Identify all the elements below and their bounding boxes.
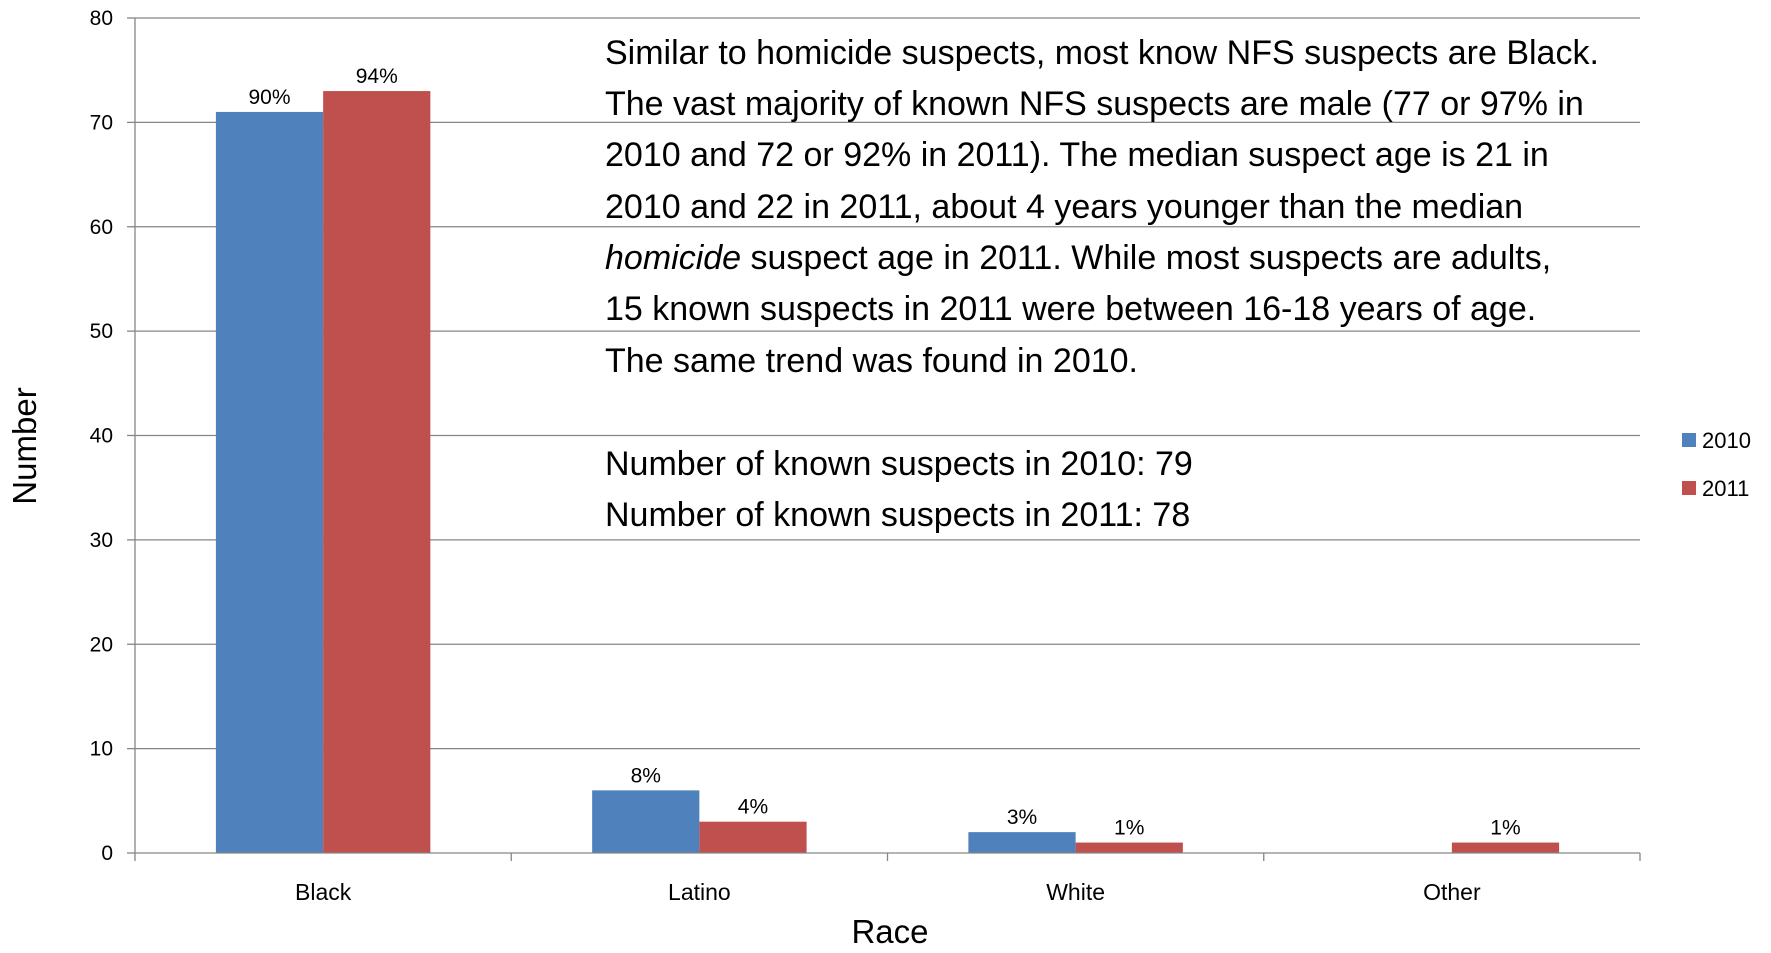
y-tick-label: 0 (101, 842, 113, 865)
bar-2011-other (1451, 842, 1560, 853)
data-label: 90% (248, 86, 290, 109)
x-axis-title: Race (851, 913, 928, 950)
legend-label-2011: 2011 (1702, 476, 1749, 501)
bar-2010-black (215, 111, 324, 853)
x-tick-label: Latino (668, 879, 731, 905)
x-tick-label: White (1046, 879, 1105, 905)
annotation-emphasis: homicide (605, 239, 741, 277)
data-label: 4% (738, 796, 768, 819)
data-label: 3% (1007, 806, 1037, 829)
data-label: 94% (356, 65, 398, 88)
bar-data-labels: 90% 8% 3% 94% 4% 1% 1% (248, 65, 1520, 840)
annotation-line-1: Similar to homicide suspects, most know … (605, 34, 1599, 72)
annotation-line-7: The same trend was found in 2010. (605, 342, 1138, 380)
annotation-line-5: homicide suspect age in 2011. While most… (605, 239, 1551, 277)
y-axis-title: Number (6, 387, 43, 504)
annotation-line-2: The vast majority of known NFS suspects … (605, 85, 1584, 123)
bar-2010-white (968, 832, 1076, 853)
x-tick-label: Black (295, 879, 352, 905)
bar-2011-latino (699, 821, 807, 853)
annotation-line-5-rest: suspect age in 2011. While most suspects… (741, 239, 1551, 277)
bar-2011-black (323, 91, 431, 853)
x-tick-label: Other (1423, 879, 1481, 905)
annotation-count-2011: Number of known suspects in 2011: 78 (605, 496, 1190, 534)
annotation-count-2010: Number of known suspects in 2010: 79 (605, 445, 1193, 483)
bar-2010-latino (592, 790, 700, 853)
data-label: 1% (1490, 817, 1520, 840)
bars (215, 91, 1560, 853)
y-tick-label: 30 (90, 529, 113, 552)
y-tick-label: 60 (90, 216, 113, 239)
legend-swatch-2010 (1682, 433, 1696, 447)
data-label: 8% (631, 764, 661, 787)
y-tick-label: 50 (90, 320, 113, 343)
legend-label-2010: 2010 (1702, 428, 1751, 453)
annotation-text-block: Similar to homicide suspects, most know … (605, 34, 1599, 534)
y-tick-label: 80 (90, 7, 113, 30)
y-tick-label: 10 (90, 738, 113, 761)
annotation-line-4: 2010 and 22 in 2011, about 4 years young… (605, 188, 1523, 226)
y-axis-ticks: 0 10 20 30 40 50 60 70 80 (90, 7, 135, 865)
legend: 2010 2011 (1682, 428, 1751, 501)
y-tick-label: 20 (90, 633, 113, 656)
legend-swatch-2011 (1682, 481, 1696, 495)
data-label: 1% (1114, 817, 1144, 840)
annotation-line-3: 2010 and 72 or 92% in 2011). The median … (605, 136, 1549, 174)
y-tick-label: 40 (90, 425, 113, 448)
annotation-line-6: 15 known suspects in 2011 were between 1… (605, 290, 1536, 328)
y-tick-label: 70 (90, 111, 113, 134)
x-axis-ticks: Black Latino White Other (134, 853, 1641, 905)
bar-2011-white (1075, 842, 1183, 853)
